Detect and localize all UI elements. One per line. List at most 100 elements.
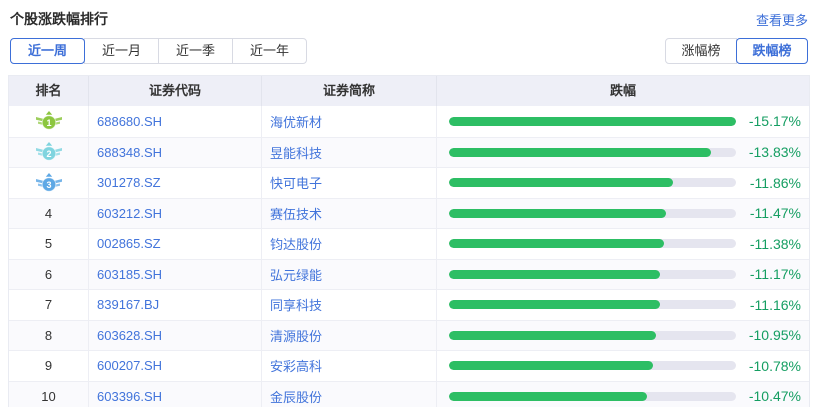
stock-name-link[interactable]: 清源股份 <box>262 320 437 350</box>
rank-number: 9 <box>44 358 53 374</box>
decline-cell: -10.95% <box>437 321 809 351</box>
page-title: 个股涨跌幅排行 <box>10 11 108 27</box>
stock-code-link[interactable]: 002865.SZ <box>89 229 262 259</box>
table-row[interactable]: 10 603396.SH 金辰股份 -10.47% <box>9 380 809 407</box>
decline-bar-fill <box>449 269 661 279</box>
stock-name-link[interactable]: 钧达股份 <box>262 229 437 259</box>
table-row[interactable]: 6 603185.SH 弘元绿能 -11.17% <box>9 258 809 289</box>
stock-name-link[interactable]: 金辰股份 <box>262 381 437 407</box>
tab-近一月[interactable]: 近一月 <box>84 38 159 64</box>
stock-code-link[interactable]: 688348.SH <box>89 137 262 167</box>
rank-cell: 9 <box>9 351 89 381</box>
svg-text:3: 3 <box>46 180 51 190</box>
table-body: 1 688680.SH 海优新材 -15.17% 2 688 <box>9 106 809 407</box>
table-row[interactable]: 5 002865.SZ 钧达股份 -11.38% <box>9 228 809 259</box>
rank-number: 5 <box>44 236 53 252</box>
decline-bar-track <box>449 361 736 371</box>
svg-text:1: 1 <box>46 118 51 128</box>
decline-percent: -15.17% <box>748 113 801 130</box>
decline-bar-track <box>449 147 736 157</box>
decline-bar-track <box>449 208 736 218</box>
view-more-link[interactable]: 查看更多 <box>755 12 808 28</box>
column-header-decline: 跌幅 <box>609 83 636 98</box>
table-header-row: 排名 证券代码 证券简称 跌幅 <box>9 76 809 106</box>
column-header-code: 证券代码 <box>89 76 262 106</box>
decline-bar-fill <box>449 300 661 310</box>
column-header-rank: 排名 <box>9 76 89 106</box>
stock-name-link[interactable]: 昱能科技 <box>262 137 437 167</box>
decline-percent: -11.47% <box>749 205 801 222</box>
stock-name-link[interactable]: 赛伍技术 <box>262 198 437 228</box>
table-row[interactable]: 3 301278.SZ 快可电子 -11.86% <box>9 167 809 198</box>
rank-cell: 5 <box>9 229 89 259</box>
stock-name-link[interactable]: 安彩高科 <box>262 351 437 381</box>
decline-cell: -15.17% <box>437 106 809 137</box>
stock-code-link[interactable]: 603185.SH <box>89 259 262 289</box>
decline-bar-fill <box>449 178 674 188</box>
tab-近一季[interactable]: 近一季 <box>158 38 233 64</box>
panel-header: 个股涨跌幅排行 查看更多 <box>0 0 818 29</box>
rank-cell: 10 <box>9 381 89 407</box>
rank-number: 8 <box>44 327 53 343</box>
table-row[interactable]: 9 600207.SH 安彩高科 -10.78% <box>9 350 809 381</box>
rank-cell: 2 <box>9 137 89 167</box>
toggle-跌幅榜[interactable]: 跌幅榜 <box>736 38 808 64</box>
decline-bar-track <box>449 330 736 340</box>
decline-percent: -11.38% <box>749 235 801 252</box>
rank-cell: 7 <box>9 290 89 320</box>
decline-cell: -11.86% <box>437 168 809 198</box>
decline-percent: -11.16% <box>749 296 801 313</box>
rank-medal-icon: 1 <box>35 111 62 131</box>
rank-cell: 8 <box>9 320 89 350</box>
rank-cell: 4 <box>9 198 89 228</box>
decline-percent: -10.47% <box>748 388 801 405</box>
stock-code-link[interactable]: 603628.SH <box>89 320 262 350</box>
decline-bar-track <box>449 300 736 310</box>
svg-text:2: 2 <box>46 149 51 159</box>
rank-medal-icon: 2 <box>35 142 62 162</box>
decline-bar-fill <box>449 391 648 401</box>
rank-medal-icon: 3 <box>35 172 62 192</box>
rank-number: 10 <box>41 388 56 404</box>
stock-code-link[interactable]: 600207.SH <box>89 351 262 381</box>
rank-number: 6 <box>44 266 53 282</box>
tab-近一年[interactable]: 近一年 <box>232 38 307 64</box>
decline-bar-track <box>449 116 736 126</box>
decline-bar-track <box>449 239 736 249</box>
stock-code-link[interactable]: 688680.SH <box>89 106 262 137</box>
table-row[interactable]: 7 839167.BJ 同享科技 -11.16% <box>9 289 809 320</box>
decline-percent: -10.78% <box>748 357 801 374</box>
decline-cell: -13.83% <box>437 138 809 168</box>
column-header-name: 证券简称 <box>262 76 437 106</box>
rank-cell: 3 <box>9 168 89 198</box>
stock-name-link[interactable]: 弘元绿能 <box>262 259 437 289</box>
decline-bar-fill <box>449 116 736 126</box>
decline-cell: -11.16% <box>437 290 809 320</box>
stock-code-link[interactable]: 603396.SH <box>89 381 262 407</box>
tab-近一周[interactable]: 近一周 <box>10 38 85 64</box>
toggle-涨幅榜[interactable]: 涨幅榜 <box>665 38 737 64</box>
table-row[interactable]: 2 688348.SH 昱能科技 -13.83% <box>9 136 809 168</box>
table-row[interactable]: 4 603212.SH 赛伍技术 -11.47% <box>9 197 809 228</box>
rank-number: 7 <box>44 297 53 313</box>
decline-bar-fill <box>449 330 657 340</box>
rank-cell: 6 <box>9 259 89 289</box>
stock-name-link[interactable]: 海优新材 <box>262 106 437 137</box>
decline-cell: -10.47% <box>437 382 809 407</box>
stock-code-link[interactable]: 603212.SH <box>89 198 262 228</box>
stock-code-link[interactable]: 301278.SZ <box>89 168 262 198</box>
stock-name-link[interactable]: 快可电子 <box>262 168 437 198</box>
rank-cell: 1 <box>9 106 89 137</box>
table-row[interactable]: 1 688680.SH 海优新材 -15.17% <box>9 106 809 137</box>
decline-percent: -13.83% <box>748 144 801 161</box>
table-row[interactable]: 8 603628.SH 清源股份 -10.95% <box>9 319 809 351</box>
rank-type-toggle: 涨幅榜 跌幅榜 <box>665 38 808 64</box>
decline-percent: -11.86% <box>749 174 801 191</box>
decline-bar-fill <box>449 208 666 218</box>
decline-bar-fill <box>449 239 665 249</box>
decline-percent: -11.17% <box>749 266 801 283</box>
stock-code-link[interactable]: 839167.BJ <box>89 290 262 320</box>
decline-bar-fill <box>449 361 654 371</box>
period-tabs: 近一周 近一月 近一季 近一年 <box>10 38 307 64</box>
stock-name-link[interactable]: 同享科技 <box>262 290 437 320</box>
